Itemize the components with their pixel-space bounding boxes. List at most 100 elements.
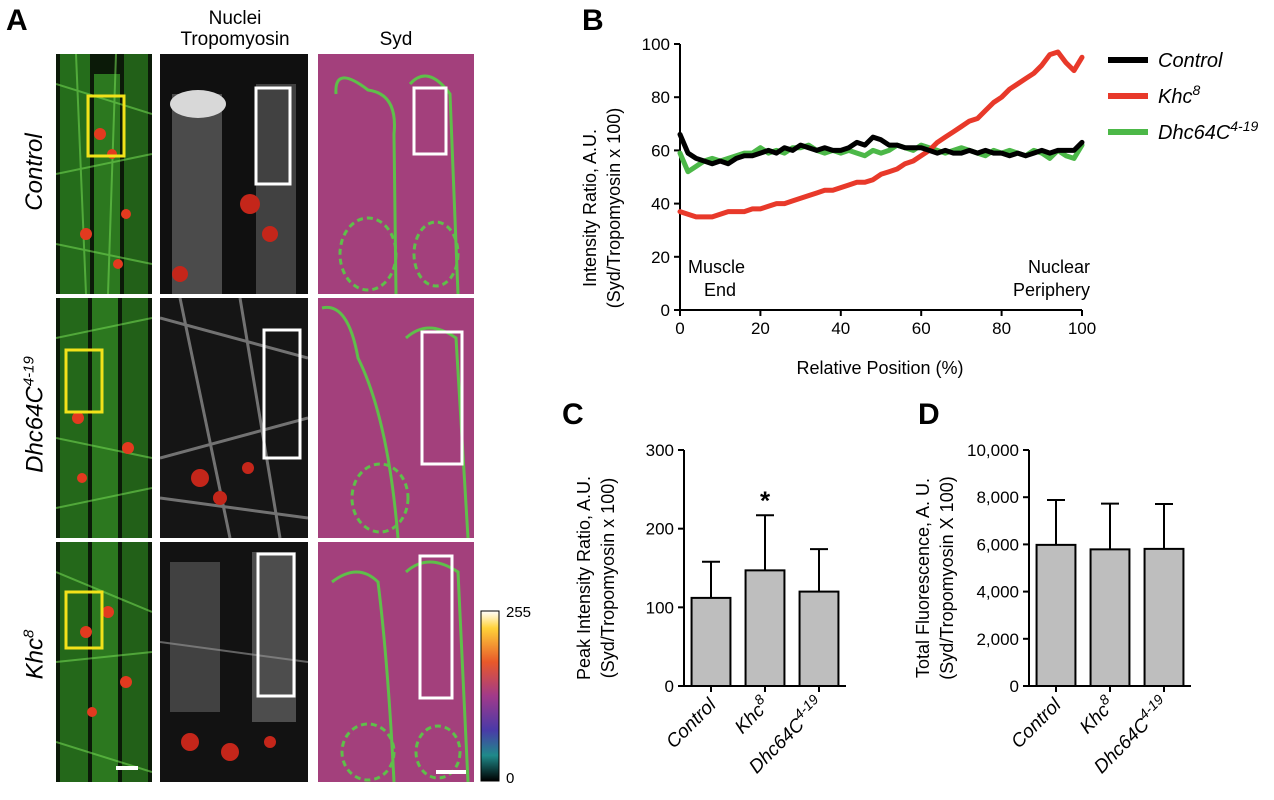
chart-d-category-label: Khc8 [1072, 691, 1119, 738]
chart-b-legend-label: Control [1158, 50, 1223, 72]
chart-b-ylabel-line2: (Syd/Tropomyosin x 100) [604, 108, 624, 308]
colorbar-max-label: 255 [506, 604, 532, 621]
chart-b-ytick-label: 100 [642, 35, 670, 54]
chart-d-bar [1143, 547, 1185, 687]
panel-letter-c: C [562, 398, 584, 431]
chart-b: 0 20 40 60 80 100 0 20 40 60 80 100 Control Khc8 Dhc6… [580, 35, 1259, 378]
chart-b-annotation-muscle: Muscle [688, 257, 745, 277]
micrograph-control-merge-drawing [56, 54, 152, 294]
column-label-nuclei-tropomyosin: Nuclei Tropomyosin [160, 8, 310, 50]
micrograph-dhc64c-nuclei-tropomyosin [160, 298, 308, 538]
chart-b-xtick-label: 20 [751, 319, 770, 338]
panel-letter-d: D [918, 398, 940, 431]
chart-c-ytick-label: 200 [646, 520, 674, 539]
micrograph-khc-nuclei-tropomyosin-drawing [160, 542, 308, 782]
micrograph-khc-syd-drawing [318, 542, 474, 782]
micrograph-control-nuclei-tropomyosin [160, 54, 308, 294]
chart-d-ytick-label: 4,000 [976, 583, 1019, 602]
chart-b-legend-label-base: Khc [1158, 86, 1192, 108]
chart-b-xtick-label: 100 [1068, 319, 1096, 338]
chart-b-ytick-label: 0 [661, 301, 670, 320]
chart-c-ytick-label: 0 [665, 677, 674, 696]
row-label-dhc64c-sup: 4-19 [20, 356, 38, 387]
chart-c-significance-label: * [760, 485, 771, 515]
column-label-nuclei: Nuclei [208, 8, 262, 29]
colorbar-min-label: 0 [506, 770, 515, 787]
micrograph-dhc64c-syd-drawing [318, 298, 474, 538]
chart-d-bar [1089, 548, 1131, 687]
chart-b-xlabel: Relative Position (%) [796, 358, 963, 378]
chart-b-legend-label-base: Control [1158, 50, 1223, 72]
chart-d-ytick-label: 10,000 [967, 441, 1019, 460]
micrograph-dhc64c-syd [318, 298, 474, 538]
chart-b-legend-label-sup: 8 [1192, 82, 1200, 98]
micrograph-control-nuclei-tropomyosin-drawing [160, 54, 308, 294]
chart-d-ytick-label: 6,000 [976, 535, 1019, 554]
micrograph-dhc64c-nuclei-tropomyosin-drawing [160, 298, 308, 538]
chart-c-ytick-label: 100 [646, 598, 674, 617]
row-label-dhc64c: Dhc64C4-19 [21, 335, 50, 495]
chart-b-xtick-label: 80 [992, 319, 1011, 338]
chart-b-legend: Control Khc8 Dhc64C4-19 [1108, 50, 1259, 144]
row-label-khc-base: Khc [21, 638, 49, 680]
column-label-syd: Syd [379, 29, 413, 50]
chart-b-ylabel-line1: Intensity Ratio, A.U. [580, 129, 600, 287]
chart-b-axes: 0 20 40 60 80 100 0 20 40 60 80 100 [642, 35, 1097, 338]
chart-c-category-label-base: Control [662, 694, 721, 753]
panel-letter-b: B [582, 4, 604, 37]
chart-d-ylabel-line1: Total Fluorescence, A. U. [913, 478, 933, 678]
micrograph-control-merge [56, 54, 152, 294]
micrograph-khc-merge-drawing [56, 542, 152, 782]
micrograph-khc-syd [318, 542, 474, 782]
chart-b-ytick-label: 60 [651, 141, 670, 160]
chart-d-bar [1035, 543, 1077, 688]
chart-d-category-label-base: Control [1007, 694, 1066, 753]
chart-b-series-line [677, 49, 1085, 220]
chart-b-lines [677, 49, 1085, 220]
chart-b-ytick-label: 80 [651, 88, 670, 107]
row-label-khc: Khc8 [21, 600, 50, 710]
chart-b-legend-label-base: Dhc64C [1158, 122, 1231, 144]
chart-b-xtick-label: 0 [675, 319, 684, 338]
chart-b-annotation-end: End [704, 280, 736, 300]
chart-c-category-label: Khc8 [727, 691, 774, 738]
chart-d-category-label: Control [1007, 694, 1066, 753]
chart-c-bar [744, 569, 786, 687]
chart-b-xtick-label: 40 [831, 319, 850, 338]
chart-b-ytick-label: 40 [651, 195, 670, 214]
chart-b-series-line [677, 131, 1085, 167]
micrograph-control-syd-drawing [318, 54, 474, 294]
row-label-control: Control [21, 133, 48, 211]
row-label-dhc64c-base: Dhc64C [21, 386, 49, 473]
chart-b-xtick-label: 60 [912, 319, 931, 338]
colorbar [480, 610, 500, 782]
chart-d-ytick-label: 2,000 [976, 630, 1019, 649]
chart-b-ytick-label: 20 [651, 248, 670, 267]
panel-letter-a: A [6, 4, 28, 37]
chart-c-ylabel-line1: Peak Intensity Ratio, A.U. [574, 476, 594, 680]
chart-d-ytick-label: 8,000 [976, 488, 1019, 507]
colorbar-gradient [480, 610, 500, 782]
chart-c-bar [690, 596, 732, 687]
micrograph-khc-nuclei-tropomyosin [160, 542, 308, 782]
chart-b-legend-label: Dhc64C4-19 [1158, 118, 1259, 144]
chart-b-annotation-nuclear: Nuclear [1028, 257, 1090, 277]
chart-c-bar [798, 590, 840, 688]
micrograph-dhc64c-merge [56, 298, 152, 538]
micrograph-control-syd [318, 54, 474, 294]
chart-c-category-label: Control [662, 694, 721, 753]
chart-d-ytick-label: 0 [1010, 677, 1019, 696]
chart-d: 0 2,000 4,000 6,000 8,000 10,000 Control Khc8D… [913, 441, 1191, 778]
column-label-tropomyosin: Tropomyosin [180, 29, 290, 50]
chart-d-ylabel-line2: (Syd/Tropomyosin X 100) [937, 476, 957, 679]
chart-b-legend-label: Khc8 [1158, 82, 1200, 108]
row-label-khc-sup: 8 [20, 629, 38, 638]
micrograph-dhc64c-merge-drawing [56, 298, 152, 538]
chart-b-annotation-periphery: Periphery [1013, 280, 1090, 300]
chart-b-legend-label-sup: 4-19 [1230, 118, 1258, 134]
chart-c-ytick-label: 300 [646, 441, 674, 460]
micrograph-khc-merge [56, 542, 152, 782]
